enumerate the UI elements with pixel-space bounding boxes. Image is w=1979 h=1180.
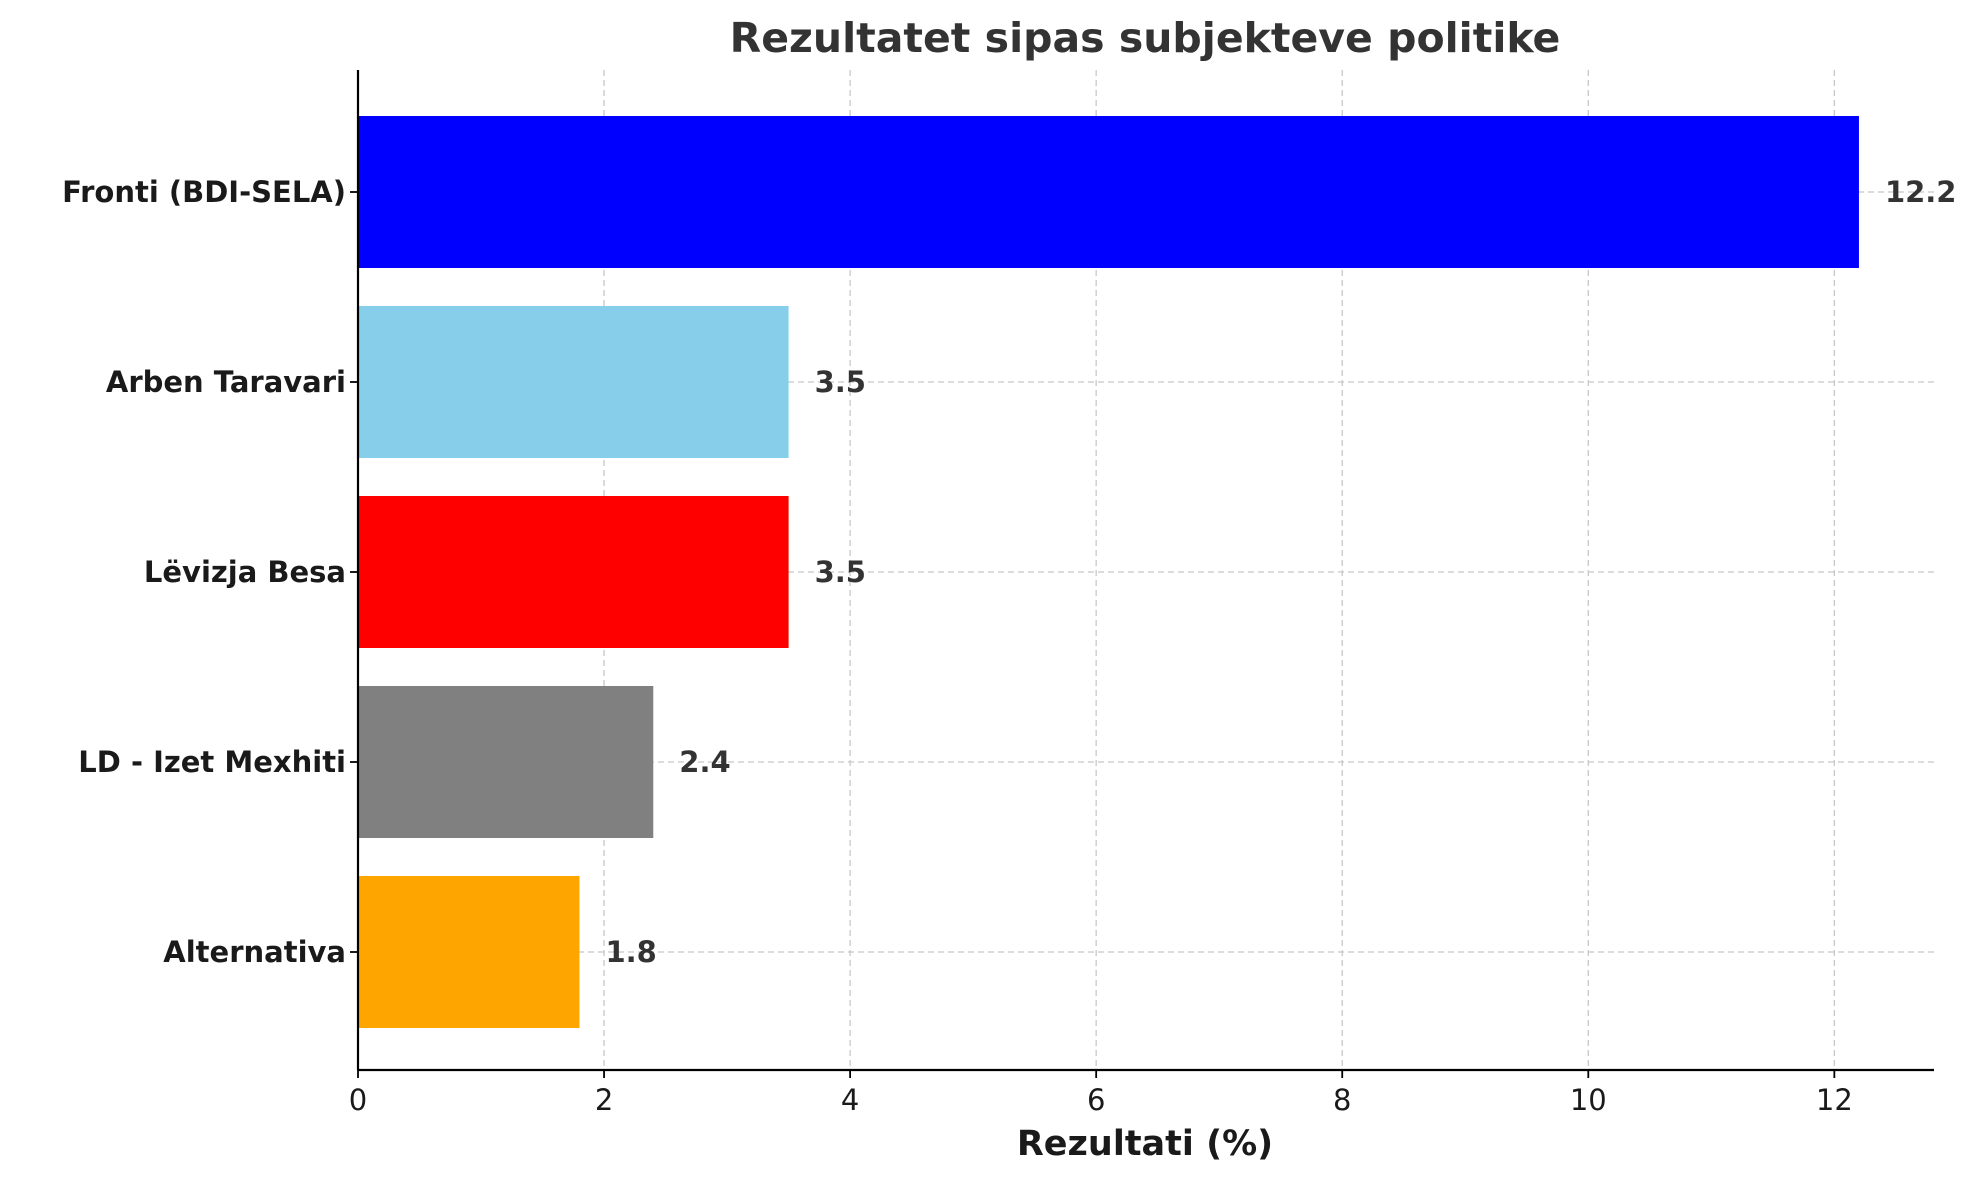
chart-title: Rezultatet sipas subjekteve politike [730,14,1561,62]
data-label: 3.5 [815,555,866,589]
x-tick-label: 2 [595,1083,613,1117]
x-tick-labels: 0 2 4 6 8 10 12 [349,1083,1853,1117]
x-axis-label: Rezultati (%) [1017,1124,1273,1164]
bar [358,876,580,1028]
y-tick-labels: Fronti (BDI-SELA) Arben Taravari Lëvizja B… [62,175,346,969]
bar [358,116,1859,268]
bar [358,496,789,648]
data-label: 1.8 [605,935,656,969]
y-tick-label: Lëvizja Besa [144,555,346,589]
data-label: 3.5 [815,365,866,399]
x-tick-label: 12 [1816,1083,1853,1117]
axes [350,70,1934,1078]
x-tick-label: 10 [1570,1083,1607,1117]
bars [358,116,1859,1028]
data-labels: 12.2 3.5 3.5 2.4 1.8 [605,175,1956,969]
y-tick-label: Alternativa [163,935,346,969]
bar [358,686,654,838]
x-tick-label: 4 [841,1083,859,1117]
x-tick-label: 6 [1087,1083,1105,1117]
y-tick-label: Arben Taravari [106,365,346,399]
data-label: 2.4 [679,745,730,779]
y-tick-label: Fronti (BDI-SELA) [62,175,346,209]
x-tick-label: 8 [1333,1083,1351,1117]
y-tick-label: LD - Izet Mexhiti [78,745,346,779]
bar [358,306,789,458]
x-tick-label: 0 [349,1083,367,1117]
data-label: 12.2 [1885,175,1957,209]
